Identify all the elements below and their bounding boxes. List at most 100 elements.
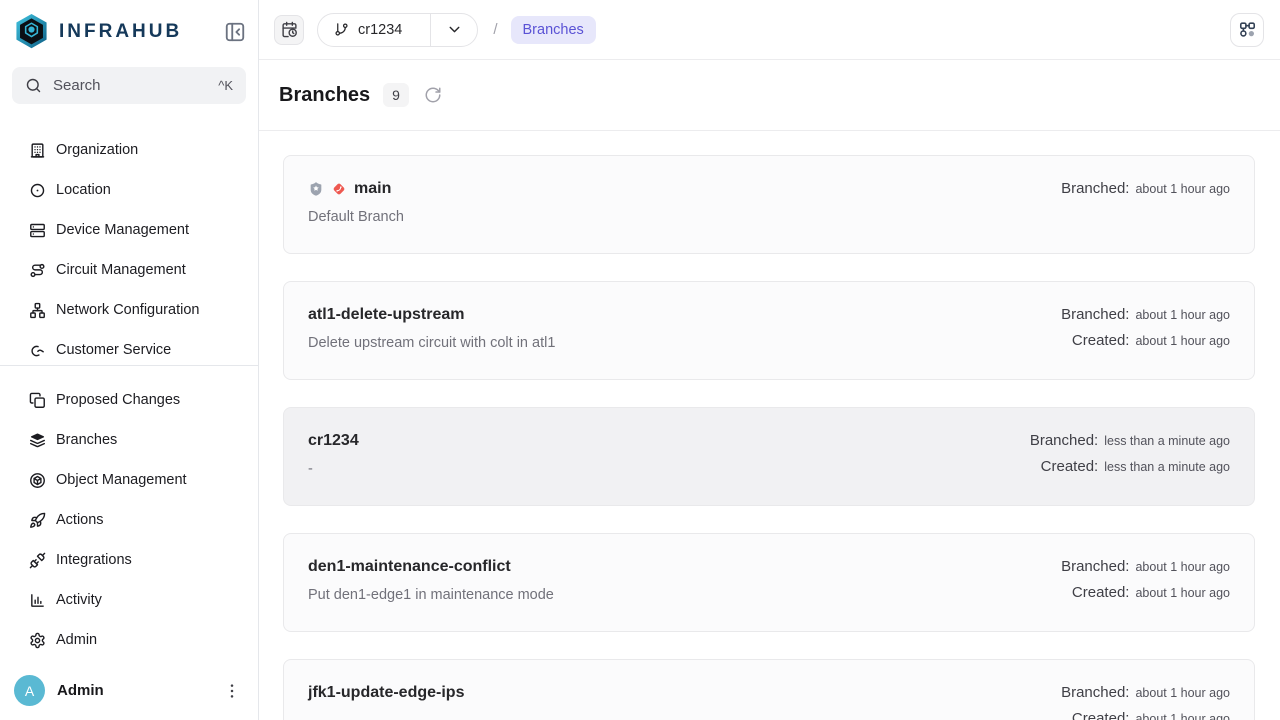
search-icon [25, 77, 42, 94]
sidebar-item-label: Object Management [56, 472, 187, 488]
sidebar-item-customer-service[interactable]: Customer Service [0, 330, 258, 365]
meta-label: Branched: [1061, 684, 1130, 701]
branch-card-jfk1-update-edge-ips[interactable]: jfk1-update-edge-ips Branched: about 1 ho… [283, 659, 1255, 720]
topology-icon [1238, 20, 1257, 39]
chevron-down-icon [446, 21, 463, 38]
collapse-sidebar-icon[interactable] [224, 21, 246, 43]
branch-card-left: atl1-delete-upstream Delete upstream cir… [308, 306, 555, 351]
user-menu-kebab-icon[interactable] [222, 681, 242, 701]
sidebar-item-label: Admin [56, 632, 98, 648]
branch-name: cr1234 [308, 432, 359, 449]
branch-list: main Default Branch Branched: about 1 hou… [259, 131, 1280, 720]
building-icon [29, 142, 46, 159]
calendar-clock-icon [281, 21, 298, 38]
meta-value: less than a minute ago [1104, 460, 1230, 474]
sidebar-item-integrations[interactable]: Integrations [0, 540, 258, 580]
meta-label: Branched: [1061, 306, 1130, 323]
search-shortcut: ^K [218, 78, 233, 93]
branch-title-row: main [308, 180, 404, 198]
branch-card-den1-maintenance-conflict[interactable]: den1-maintenance-conflict Put den1-edge1… [283, 533, 1255, 632]
sidebar-item-proposed-changes[interactable]: Proposed Changes [0, 380, 258, 420]
meta-value: about 1 hour ago [1135, 334, 1230, 348]
breadcrumb-branches[interactable]: Branches [510, 15, 596, 44]
branch-card-left: den1-maintenance-conflict Put den1-edge1… [308, 558, 554, 603]
branch-count-badge: 9 [383, 83, 409, 107]
branch-selector-value-area: cr1234 [318, 14, 430, 46]
avatar: A [14, 675, 45, 706]
app-title: INFRAHUB [59, 20, 183, 42]
sidebar-divider [0, 365, 258, 366]
branch-selector[interactable]: cr1234 [317, 12, 479, 47]
main-area: cr1234 / Branches Branches 9 [259, 0, 1280, 720]
schema-visualizer-button[interactable] [1230, 12, 1264, 47]
branch-card-main[interactable]: main Default Branch Branched: about 1 hou… [283, 155, 1255, 254]
sidebar-item-circuit-management[interactable]: Circuit Management [0, 250, 258, 290]
sidebar-item-network-configuration[interactable]: Network Configuration [0, 290, 258, 330]
sidebar-item-activity[interactable]: Activity [0, 580, 258, 620]
sidebar-item-branches[interactable]: Branches [0, 420, 258, 460]
circle-dot-icon [29, 182, 46, 199]
meta-value: about 1 hour ago [1135, 686, 1230, 700]
sidebar-item-label: Location [56, 182, 111, 198]
meta-row: Created: about 1 hour ago [1072, 584, 1230, 601]
sidebar-item-organization[interactable]: Organization [0, 130, 258, 170]
meta-value: about 1 hour ago [1135, 560, 1230, 574]
branch-card-cr1234[interactable]: cr1234 - Branched: less than a minute ago… [283, 407, 1255, 506]
sidebar-item-device-management[interactable]: Device Management [0, 210, 258, 250]
sidebar-item-actions[interactable]: Actions [0, 500, 258, 540]
handshake-icon [29, 342, 46, 359]
meta-value: less than a minute ago [1104, 434, 1230, 448]
meta-label: Created: [1071, 332, 1130, 349]
plug-icon [29, 552, 46, 569]
sidebar-item-object-management[interactable]: Object Management [0, 460, 258, 500]
layers-icon [29, 432, 46, 449]
meta-row: Branched: about 1 hour ago [1061, 684, 1230, 701]
branch-description: Delete upstream circuit with colt in atl… [308, 335, 556, 351]
branch-card-left: main Default Branch [308, 180, 404, 225]
cube-circle-icon [29, 472, 46, 489]
meta-value: about 1 hour ago [1135, 586, 1230, 600]
branch-card-meta: Branched: about 1 hour ago Created: about 1… [1061, 306, 1230, 349]
branch-selector-caret[interactable] [430, 13, 477, 46]
sidebar-secondary-menu: Proposed Changes Branches Object Managem… [0, 380, 258, 660]
branch-card-meta: Branched: about 1 hour ago Created: about 1… [1061, 558, 1230, 601]
sidebar-item-location[interactable]: Location [0, 170, 258, 210]
sidebar-item-label: Branches [56, 432, 118, 448]
branch-name: jfk1-update-edge-ips [308, 684, 465, 701]
sidebar-item-label: Activity [56, 592, 102, 608]
meta-label: Created: [1071, 584, 1130, 601]
meta-row: Created: less than a minute ago [1041, 458, 1230, 475]
user-name: Admin [57, 682, 104, 699]
meta-row: Branched: about 1 hour ago [1061, 180, 1230, 197]
sidebar-item-admin[interactable]: Admin [0, 620, 258, 660]
sidebar-item-label: Organization [56, 142, 139, 158]
branch-name: den1-maintenance-conflict [308, 558, 511, 575]
branch-card-left: jfk1-update-edge-ips [308, 684, 464, 702]
branch-description: Put den1-edge1 in maintenance mode [308, 587, 554, 603]
time-travel-button[interactable] [274, 14, 304, 45]
default-branch-icon [331, 181, 347, 197]
branch-title-row: cr1234 [308, 432, 359, 450]
sidebar-item-label: Device Management [56, 222, 189, 238]
meta-label: Branched: [1029, 432, 1099, 449]
breadcrumb-separator: / [493, 21, 498, 38]
git-branch-icon [334, 22, 349, 37]
sidebar-item-label: Actions [56, 512, 104, 528]
route-icon [29, 262, 46, 279]
branch-name: main [354, 180, 392, 197]
sidebar-item-label: Proposed Changes [56, 392, 181, 408]
refresh-icon[interactable] [424, 86, 442, 104]
branch-name: atl1-delete-upstream [308, 306, 465, 323]
meta-label: Created: [1071, 710, 1130, 720]
branch-card-atl1-delete-upstream[interactable]: atl1-delete-upstream Delete upstream cir… [283, 281, 1255, 380]
branch-card-left: cr1234 - [308, 432, 359, 477]
branch-title-row: atl1-delete-upstream [308, 306, 555, 324]
meta-value: about 1 hour ago [1135, 712, 1230, 720]
branch-description: Default Branch [308, 209, 404, 225]
search-input[interactable]: Search ^K [12, 67, 246, 104]
network-icon [29, 302, 46, 319]
meta-value: about 1 hour ago [1135, 182, 1230, 196]
user-row: A Admin [0, 665, 258, 720]
branch-title-row: jfk1-update-edge-ips [308, 684, 464, 702]
